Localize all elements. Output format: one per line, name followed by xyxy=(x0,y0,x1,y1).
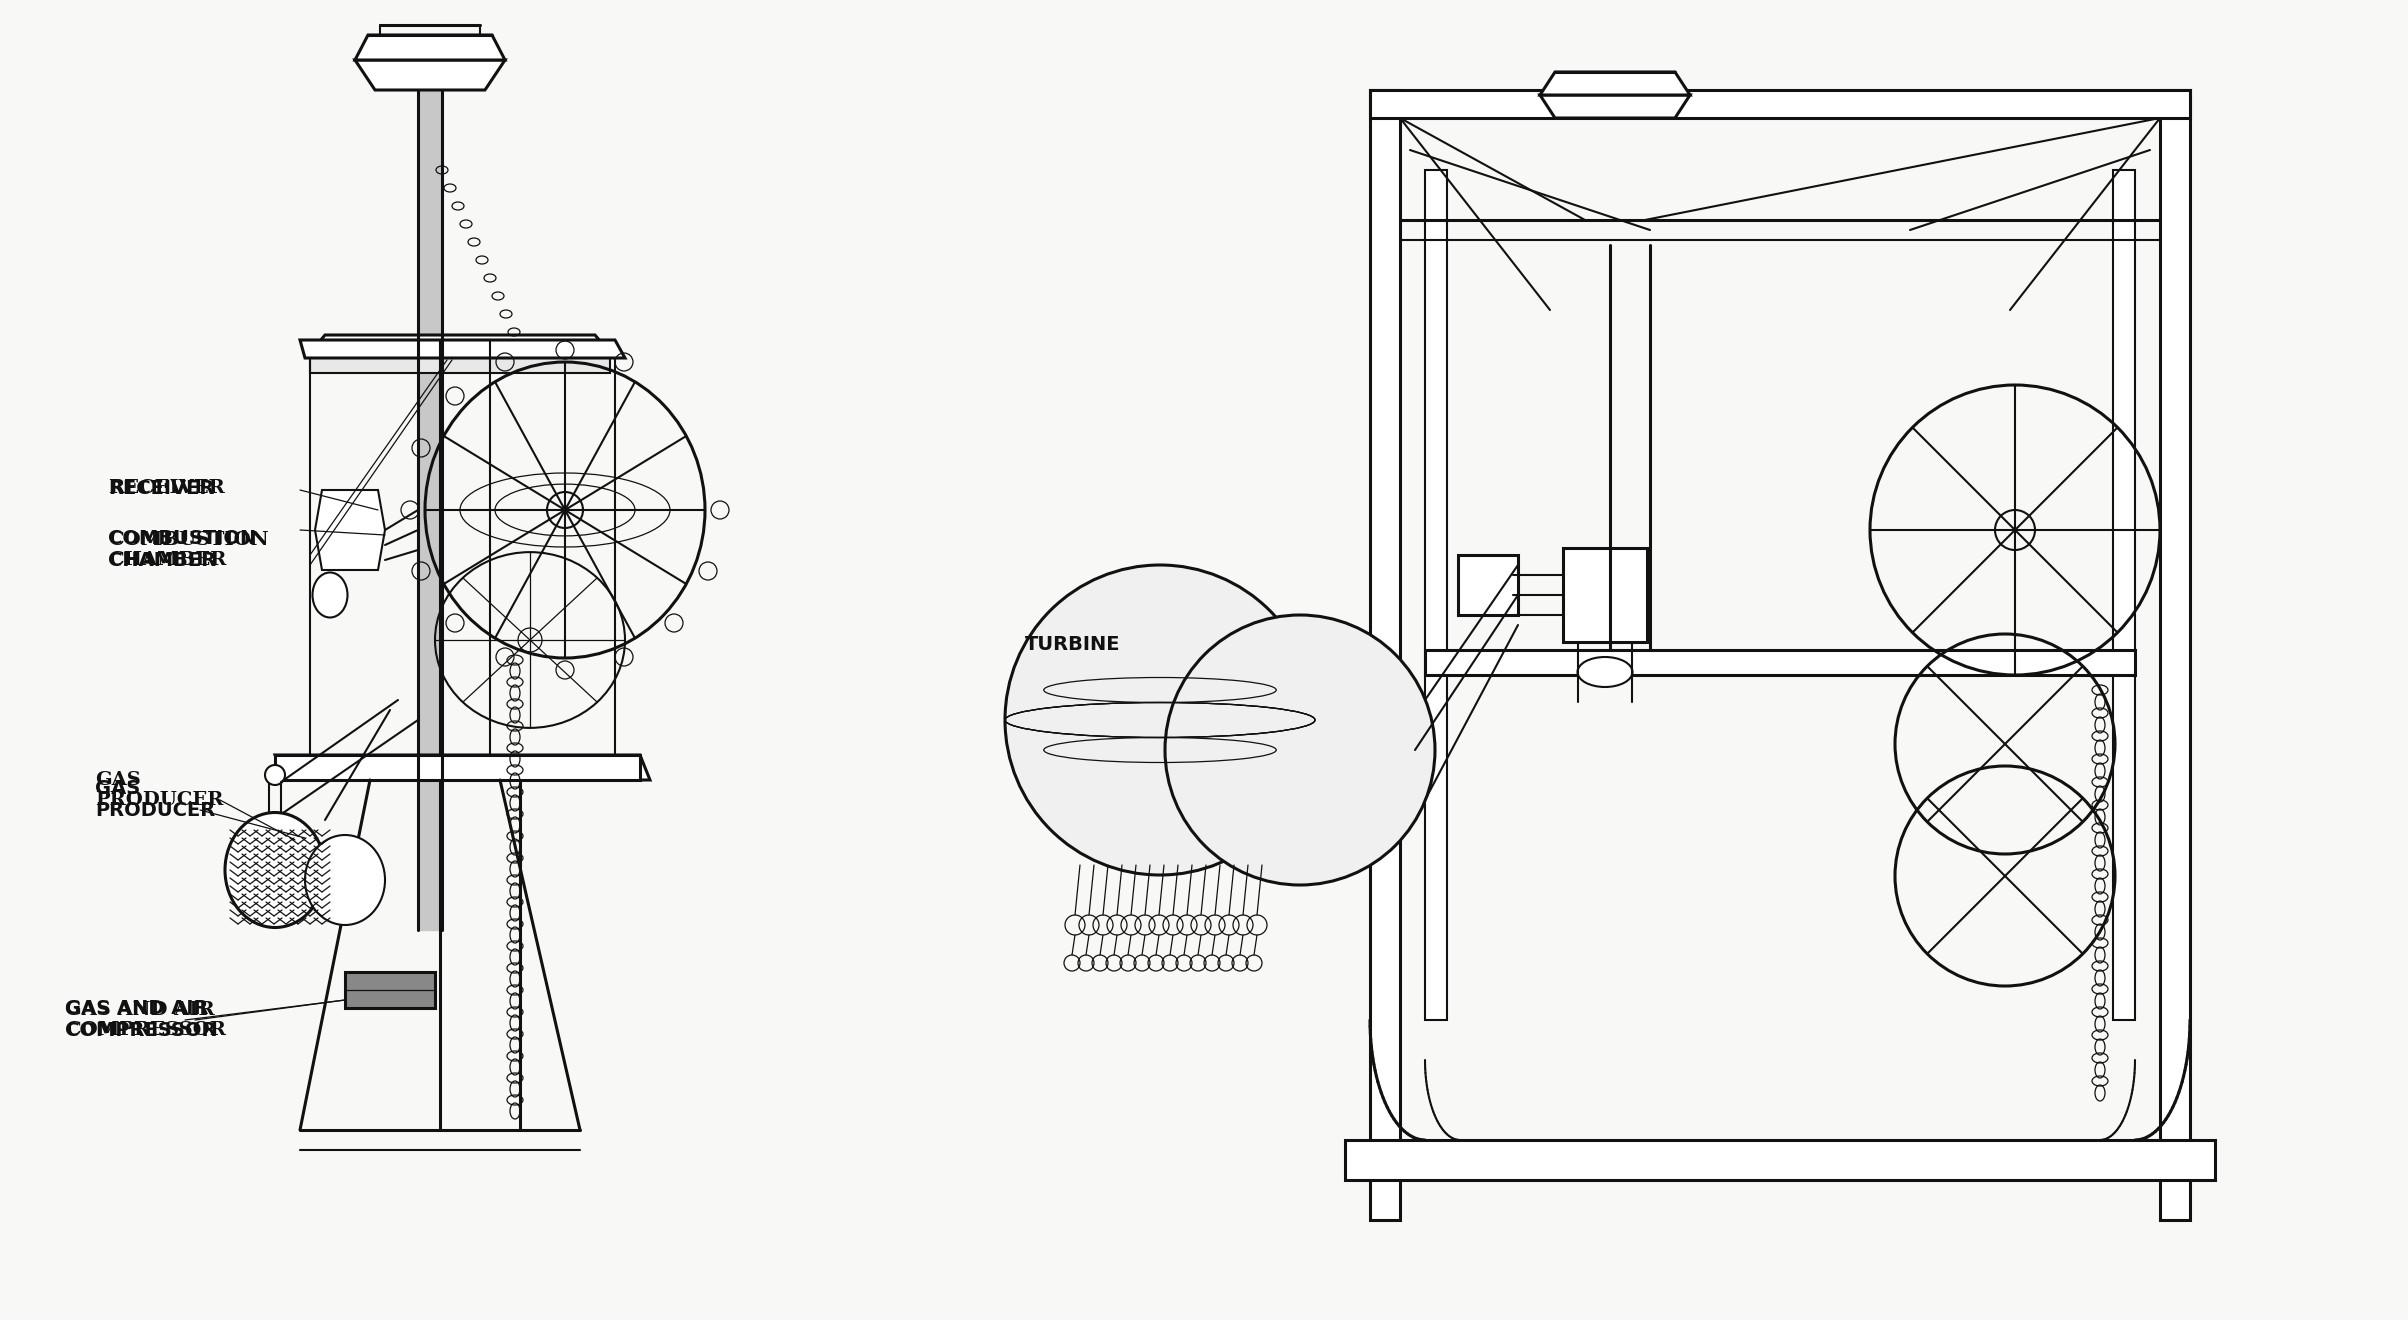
Polygon shape xyxy=(311,352,609,374)
Circle shape xyxy=(1165,615,1435,884)
Circle shape xyxy=(1004,565,1315,875)
Ellipse shape xyxy=(224,813,325,928)
Polygon shape xyxy=(1563,548,1647,642)
Text: TURBINE: TURBINE xyxy=(1031,636,1137,653)
Polygon shape xyxy=(1426,649,2136,675)
Polygon shape xyxy=(275,755,650,780)
Text: TURBINE: TURBINE xyxy=(1026,635,1120,655)
Polygon shape xyxy=(2160,90,2189,1220)
Ellipse shape xyxy=(306,836,385,925)
Polygon shape xyxy=(2112,170,2136,1020)
Text: RECEIVER: RECEIVER xyxy=(108,479,214,498)
Polygon shape xyxy=(1541,95,1690,117)
Text: GAS
PRODUCER: GAS PRODUCER xyxy=(94,771,224,809)
Polygon shape xyxy=(315,490,385,570)
Polygon shape xyxy=(1541,73,1690,95)
Text: COMBUSTION
CHAMBER: COMBUSTION CHAMBER xyxy=(108,531,270,569)
Polygon shape xyxy=(1457,554,1517,615)
Text: RECEIVER: RECEIVER xyxy=(108,479,224,498)
Ellipse shape xyxy=(1577,657,1633,686)
Text: GAS AND AIR
COMPRESSOR: GAS AND AIR COMPRESSOR xyxy=(65,1001,226,1039)
Polygon shape xyxy=(344,972,436,1008)
Polygon shape xyxy=(419,90,443,931)
Polygon shape xyxy=(301,341,626,358)
Polygon shape xyxy=(1346,1140,2215,1180)
Polygon shape xyxy=(354,59,506,90)
Circle shape xyxy=(265,766,284,785)
Polygon shape xyxy=(1426,170,1447,1020)
Text: GAS
PRODUCER: GAS PRODUCER xyxy=(94,780,214,821)
Text: GAS AND AIR
COMPRESSOR: GAS AND AIR COMPRESSOR xyxy=(65,999,217,1040)
Polygon shape xyxy=(1370,90,1399,1220)
Ellipse shape xyxy=(313,573,347,618)
Text: COMBUSTION
CHAMBER: COMBUSTION CHAMBER xyxy=(108,529,255,570)
Polygon shape xyxy=(275,755,641,780)
Polygon shape xyxy=(311,335,609,352)
Polygon shape xyxy=(1370,90,2189,117)
Polygon shape xyxy=(354,36,506,59)
